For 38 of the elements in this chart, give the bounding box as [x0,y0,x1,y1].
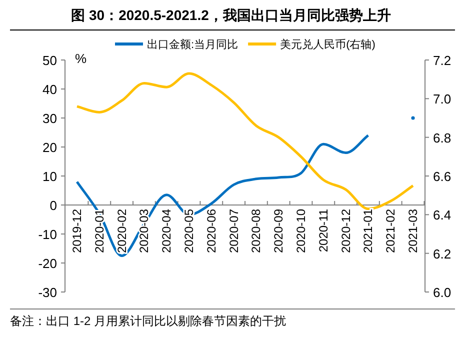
x-tick-label: 2021-03 [406,208,420,254]
y-tick-label: 30 [42,111,57,126]
y-tick-label: -10 [38,227,57,242]
y-tick-label: 10 [42,169,57,184]
legend-label: 美元兑人民币(右轴) [280,38,376,51]
x-tick-label: 2020-08 [249,208,264,254]
x-tick-label: 2020-11 [316,208,330,252]
x-tick-label: 2020-02 [114,208,129,254]
text: 备注：出口 1-2 月用累计同比以剔除春节因素的干扰 [10,314,286,328]
y-tick-label: -30 [38,285,57,300]
y2-tick-label: 6.0 [433,285,452,300]
y2-tick-label: 6.2 [433,246,452,262]
x-tick-label: 2021-02 [384,208,398,254]
x-tick-label: 2020-01 [92,208,106,254]
y-axis-title: % [75,51,87,66]
x-tick-label: 2019-12 [70,208,84,254]
y-tick-label: 20 [42,140,57,155]
y-tick-label: 50 [42,53,57,68]
x-tick-label: 2020-09 [272,208,286,254]
x-tick-label: 2020-06 [204,208,218,254]
x-tick-label: 2020-03 [137,208,152,254]
y-tick-label: 40 [42,82,57,97]
line-series [76,72,414,210]
chart-title: 图 30：2020.5-2021.2，我国出口当月同比强势上升 [71,7,391,23]
y-tick-label: 0 [50,198,57,213]
legend-label: 出口金额:当月同比 [147,38,238,51]
x-tick-label: 2020-07 [226,208,241,254]
y2-tick-label: 6.4 [433,208,452,223]
x-tick-label: 2020-04 [160,208,174,254]
x-tick-label: 2020-05 [182,208,196,254]
x-tick-label: 2021-01 [361,208,376,254]
y2-tick-label: 6.6 [433,169,452,184]
y-tick-label: -20 [38,256,57,271]
y2-tick-label: 6.8 [433,130,452,146]
y2-tick-label: 7.2 [433,53,452,68]
x-tick-label: 2020-10 [294,208,308,254]
y2-tick-label: 7.0 [433,92,452,107]
x-tick-label: 2020-12 [338,208,353,254]
